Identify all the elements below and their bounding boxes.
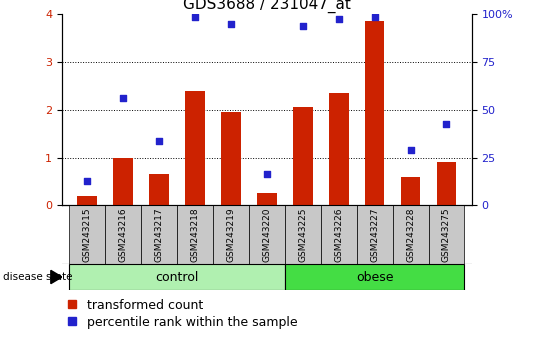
Polygon shape — [51, 270, 62, 284]
Bar — [113, 158, 133, 205]
Bar — [213, 205, 249, 264]
Point — [370, 14, 379, 19]
Text: GSM243216: GSM243216 — [119, 207, 128, 262]
Text: GSM243217: GSM243217 — [155, 207, 163, 262]
Point — [226, 21, 235, 27]
Bar — [392, 205, 429, 264]
Bar — [257, 193, 277, 205]
Point — [262, 171, 271, 177]
Bar — [221, 112, 241, 205]
Point — [119, 95, 127, 101]
Bar — [185, 91, 205, 205]
Text: obese: obese — [356, 270, 393, 284]
Bar — [429, 205, 465, 264]
Text: GSM243227: GSM243227 — [370, 207, 379, 262]
Bar — [329, 93, 349, 205]
Text: GSM243218: GSM243218 — [190, 207, 199, 262]
Bar — [293, 107, 313, 205]
Bar — [69, 264, 285, 290]
Bar — [285, 264, 465, 290]
Text: GSM243226: GSM243226 — [334, 207, 343, 262]
Bar — [249, 205, 285, 264]
Point — [299, 23, 307, 29]
Text: GSM243275: GSM243275 — [442, 207, 451, 262]
Text: control: control — [155, 270, 199, 284]
Bar — [77, 196, 97, 205]
Text: GSM243225: GSM243225 — [298, 207, 307, 262]
Point — [83, 178, 92, 184]
Bar — [365, 21, 384, 205]
Point — [406, 148, 415, 153]
Legend: transformed count, percentile rank within the sample: transformed count, percentile rank withi… — [62, 294, 302, 333]
Bar — [141, 205, 177, 264]
Text: GSM243228: GSM243228 — [406, 207, 415, 262]
Bar — [177, 205, 213, 264]
Text: GSM243215: GSM243215 — [82, 207, 92, 262]
Bar — [321, 205, 357, 264]
Bar — [149, 174, 169, 205]
Text: GSM243220: GSM243220 — [262, 207, 271, 262]
Point — [191, 14, 199, 19]
Text: GSM243219: GSM243219 — [226, 207, 236, 262]
Point — [442, 121, 451, 127]
Bar — [105, 205, 141, 264]
Bar — [285, 205, 321, 264]
Bar — [69, 205, 105, 264]
Text: disease state: disease state — [3, 272, 72, 282]
Title: GDS3688 / 231047_at: GDS3688 / 231047_at — [183, 0, 351, 13]
Bar — [437, 162, 457, 205]
Bar — [400, 177, 420, 205]
Point — [155, 138, 163, 144]
Point — [334, 16, 343, 22]
Bar — [357, 205, 392, 264]
